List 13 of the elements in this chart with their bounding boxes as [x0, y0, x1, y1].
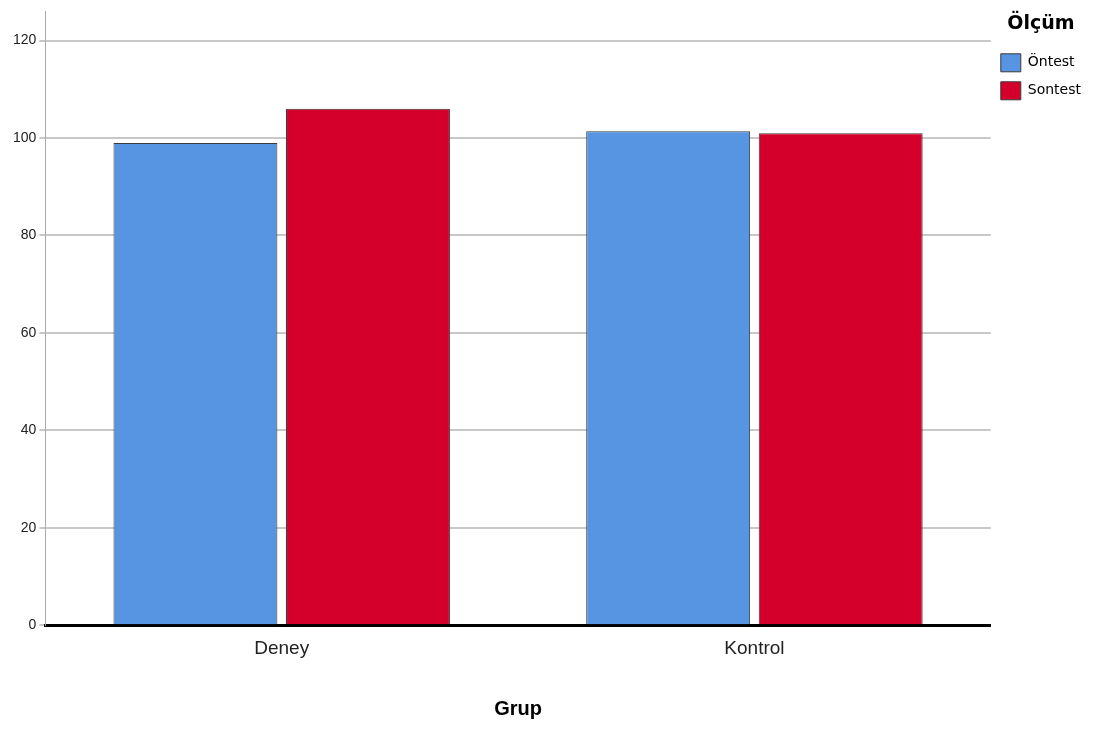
y-tick-label: 60 [20, 323, 37, 340]
legend-title: Ölçüm [1007, 10, 1075, 34]
y-tick-label: 100 [13, 128, 37, 145]
y-tick-label: 0 [28, 616, 37, 633]
x-axis-title: Grup [494, 696, 542, 719]
x-tick-label: Deney [254, 636, 310, 658]
y-tick-label: 40 [20, 421, 37, 438]
y-tick-label: 120 [13, 31, 37, 48]
legend-label: Öntest [1027, 52, 1076, 70]
legend-label: Sontest [1027, 81, 1082, 98]
y-tick-label: 80 [20, 226, 37, 243]
x-tick-label: Kontrol [724, 636, 785, 658]
y-tick-label: 20 [20, 518, 37, 535]
